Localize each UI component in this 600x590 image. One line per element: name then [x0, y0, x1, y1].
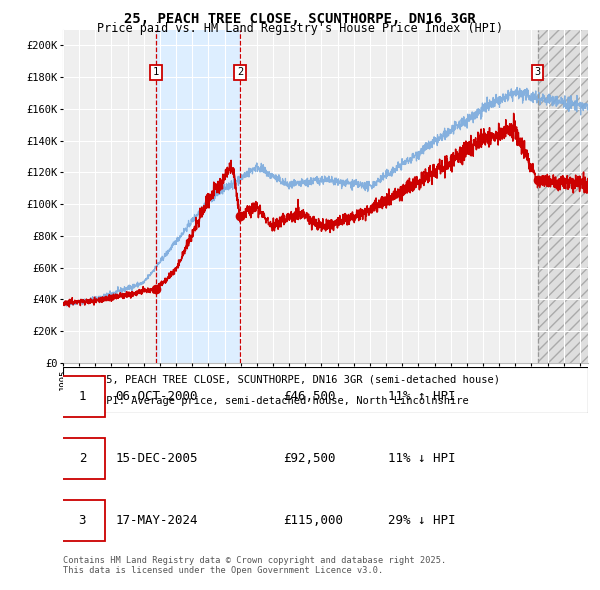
- Text: 3: 3: [79, 514, 86, 527]
- Text: 25, PEACH TREE CLOSE, SCUNTHORPE, DN16 3GR (semi-detached house): 25, PEACH TREE CLOSE, SCUNTHORPE, DN16 3…: [100, 375, 500, 385]
- FancyBboxPatch shape: [61, 500, 105, 541]
- Text: 11% ↑ HPI: 11% ↑ HPI: [389, 390, 456, 404]
- Text: 2: 2: [79, 452, 86, 466]
- Text: Price paid vs. HM Land Registry's House Price Index (HPI): Price paid vs. HM Land Registry's House …: [97, 22, 503, 35]
- Text: 3: 3: [535, 67, 541, 77]
- FancyBboxPatch shape: [61, 376, 105, 417]
- Text: 06-OCT-2000: 06-OCT-2000: [115, 390, 198, 404]
- Bar: [538, 30, 588, 363]
- Text: HPI: Average price, semi-detached house, North Lincolnshire: HPI: Average price, semi-detached house,…: [100, 396, 469, 407]
- Text: 15-DEC-2005: 15-DEC-2005: [115, 452, 198, 466]
- Text: 1: 1: [79, 390, 86, 404]
- Bar: [156, 30, 240, 363]
- Text: 1: 1: [153, 67, 159, 77]
- Text: 2: 2: [237, 67, 243, 77]
- Bar: [538, 30, 588, 363]
- Text: £46,500: £46,500: [284, 390, 336, 404]
- Text: £92,500: £92,500: [284, 452, 336, 466]
- Text: 29% ↓ HPI: 29% ↓ HPI: [389, 514, 456, 527]
- Text: 17-MAY-2024: 17-MAY-2024: [115, 514, 198, 527]
- Text: 25, PEACH TREE CLOSE, SCUNTHORPE, DN16 3GR: 25, PEACH TREE CLOSE, SCUNTHORPE, DN16 3…: [124, 12, 476, 26]
- Text: Contains HM Land Registry data © Crown copyright and database right 2025.
This d: Contains HM Land Registry data © Crown c…: [63, 556, 446, 575]
- Text: £115,000: £115,000: [284, 514, 343, 527]
- FancyBboxPatch shape: [61, 438, 105, 479]
- Text: 11% ↓ HPI: 11% ↓ HPI: [389, 452, 456, 466]
